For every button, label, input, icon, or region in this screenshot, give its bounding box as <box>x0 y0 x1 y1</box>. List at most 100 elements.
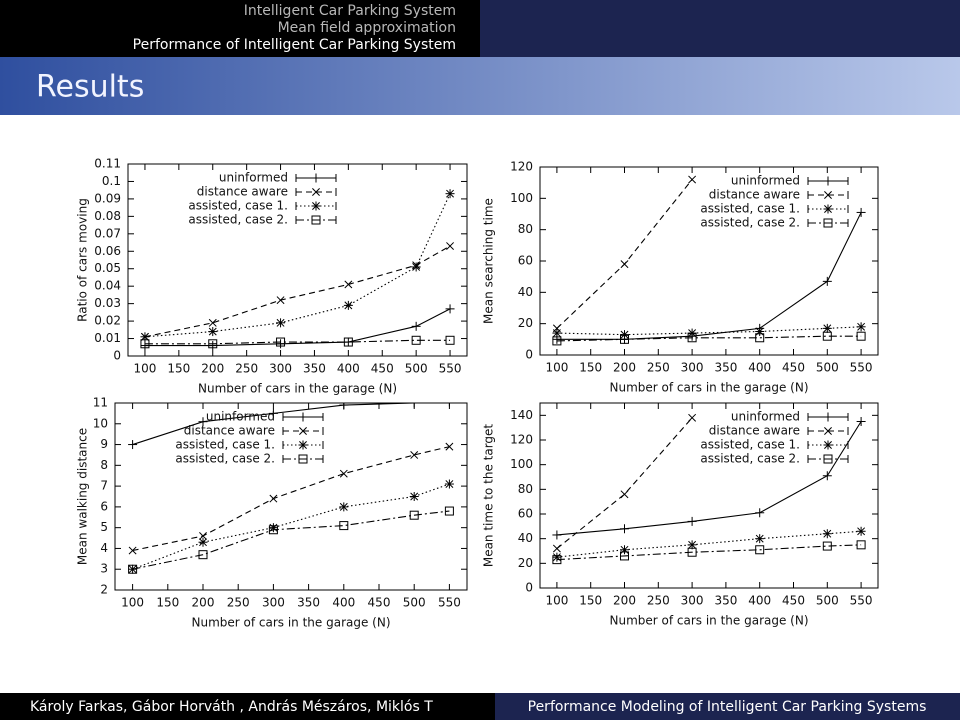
y-tick-label: 0.1 <box>102 174 121 188</box>
marker <box>298 412 308 422</box>
marker-stroke <box>412 263 421 271</box>
marker <box>268 523 278 533</box>
x-tick-label: 500 <box>816 361 839 375</box>
y-tick-label: 80 <box>518 482 533 496</box>
plot-area <box>552 175 866 346</box>
legend-sample <box>295 215 337 225</box>
marker-stroke <box>312 202 320 210</box>
marker <box>822 276 832 286</box>
marker-stroke <box>299 427 307 435</box>
y-tick-label: 0.02 <box>94 314 121 328</box>
series-line <box>132 403 433 446</box>
y-tick-label: 60 <box>518 254 533 268</box>
chart: 0 20 40 60 80 100 120 140 100 150 200 250 300 350 400 4… <box>482 402 879 628</box>
marker <box>687 328 697 338</box>
plot-frame <box>539 402 879 589</box>
marker <box>409 403 419 408</box>
series-line <box>556 530 862 558</box>
marker-box <box>822 331 832 341</box>
marker <box>823 218 833 228</box>
chart: 2 3 4 5 6 7 8 9 10 11 100 150 200 250 300 350 400 450 500 5… <box>76 396 468 630</box>
marker <box>311 173 321 183</box>
marker <box>552 544 561 553</box>
marker <box>299 427 307 435</box>
marker <box>343 300 353 310</box>
charts: 0 0.01 0.02 0.03 0.04 0.05 0.06 0.07 0.08 0.09 0.1… <box>76 157 879 630</box>
marker-box <box>409 510 419 520</box>
y-tick-label: 3 <box>100 562 108 576</box>
marker-box <box>343 337 353 347</box>
marker <box>444 479 454 489</box>
marker <box>755 508 765 518</box>
marker <box>552 555 562 565</box>
marker-stroke <box>688 540 697 549</box>
series-line <box>144 245 451 338</box>
marker-stroke <box>620 260 629 269</box>
footer-title: Performance Modeling of Intelligent Car … <box>528 699 927 715</box>
header-current: Performance of Intelligent Car Parking S… <box>133 37 456 53</box>
marker-stroke <box>552 553 561 562</box>
marker <box>339 521 349 531</box>
marker-stroke <box>445 442 454 451</box>
legend-label: assisted, case 2. <box>700 216 800 230</box>
y-tick-label: 0 <box>525 348 533 362</box>
marker-stroke <box>688 329 697 338</box>
marker-box <box>823 218 833 228</box>
x-tick-label: 250 <box>227 596 250 610</box>
x-tick-label: 550 <box>850 361 873 375</box>
x-tick-label: 500 <box>405 362 428 376</box>
marker <box>411 335 421 345</box>
marker-stroke <box>446 189 455 198</box>
marker <box>856 540 866 550</box>
legend-label: assisted, case 1. <box>175 438 275 452</box>
legend-label: assisted, case 1. <box>700 438 800 452</box>
marker <box>343 337 353 347</box>
legend-label: assisted, case 1. <box>188 199 288 213</box>
marker <box>823 204 833 214</box>
marker <box>755 327 765 336</box>
marker <box>276 318 286 328</box>
chart: 0 0.01 0.02 0.03 0.04 0.05 0.06 0.07 0.08 0.09 0.1… <box>76 157 468 396</box>
marker <box>823 176 833 186</box>
marker <box>620 490 629 499</box>
marker-stroke <box>269 494 278 503</box>
marker-stroke <box>344 280 353 289</box>
x-tick-label: 500 <box>403 596 426 610</box>
marker <box>856 417 866 426</box>
marker <box>448 403 450 407</box>
y-tick-label: 2 <box>100 583 108 597</box>
marker-box <box>276 337 286 347</box>
marker <box>687 333 697 343</box>
marker <box>552 530 562 540</box>
legend-sample <box>282 454 324 464</box>
marker-box <box>140 339 150 349</box>
marker-stroke <box>208 318 217 327</box>
x-tick-label: 300 <box>681 361 704 375</box>
marker <box>755 333 765 343</box>
marker <box>411 321 421 331</box>
marker <box>620 545 629 555</box>
marker <box>276 339 286 349</box>
marker <box>268 408 278 418</box>
series-line <box>556 421 862 536</box>
marker <box>620 334 629 344</box>
y-tick-label: 0.04 <box>94 279 121 293</box>
legend-label: assisted, case 2. <box>175 452 275 466</box>
marker-box <box>755 545 765 555</box>
marker <box>822 471 832 481</box>
y-tick-label: 4 <box>100 541 108 555</box>
y-axis-label: Mean walking distance <box>76 428 90 565</box>
marker-stroke <box>276 296 285 305</box>
x-axis-label: Number of cars in the garage (N) <box>198 382 397 396</box>
y-tick-label: 0.07 <box>94 226 121 240</box>
marker-stroke <box>857 322 866 331</box>
marker <box>208 318 217 327</box>
marker-box <box>339 521 349 531</box>
frame-title: Results <box>36 70 144 105</box>
marker <box>268 525 278 535</box>
legend-sample <box>295 173 337 183</box>
marker <box>755 534 765 544</box>
x-tick-label: 200 <box>201 362 224 376</box>
header-section: Intelligent Car Parking System <box>244 3 456 19</box>
